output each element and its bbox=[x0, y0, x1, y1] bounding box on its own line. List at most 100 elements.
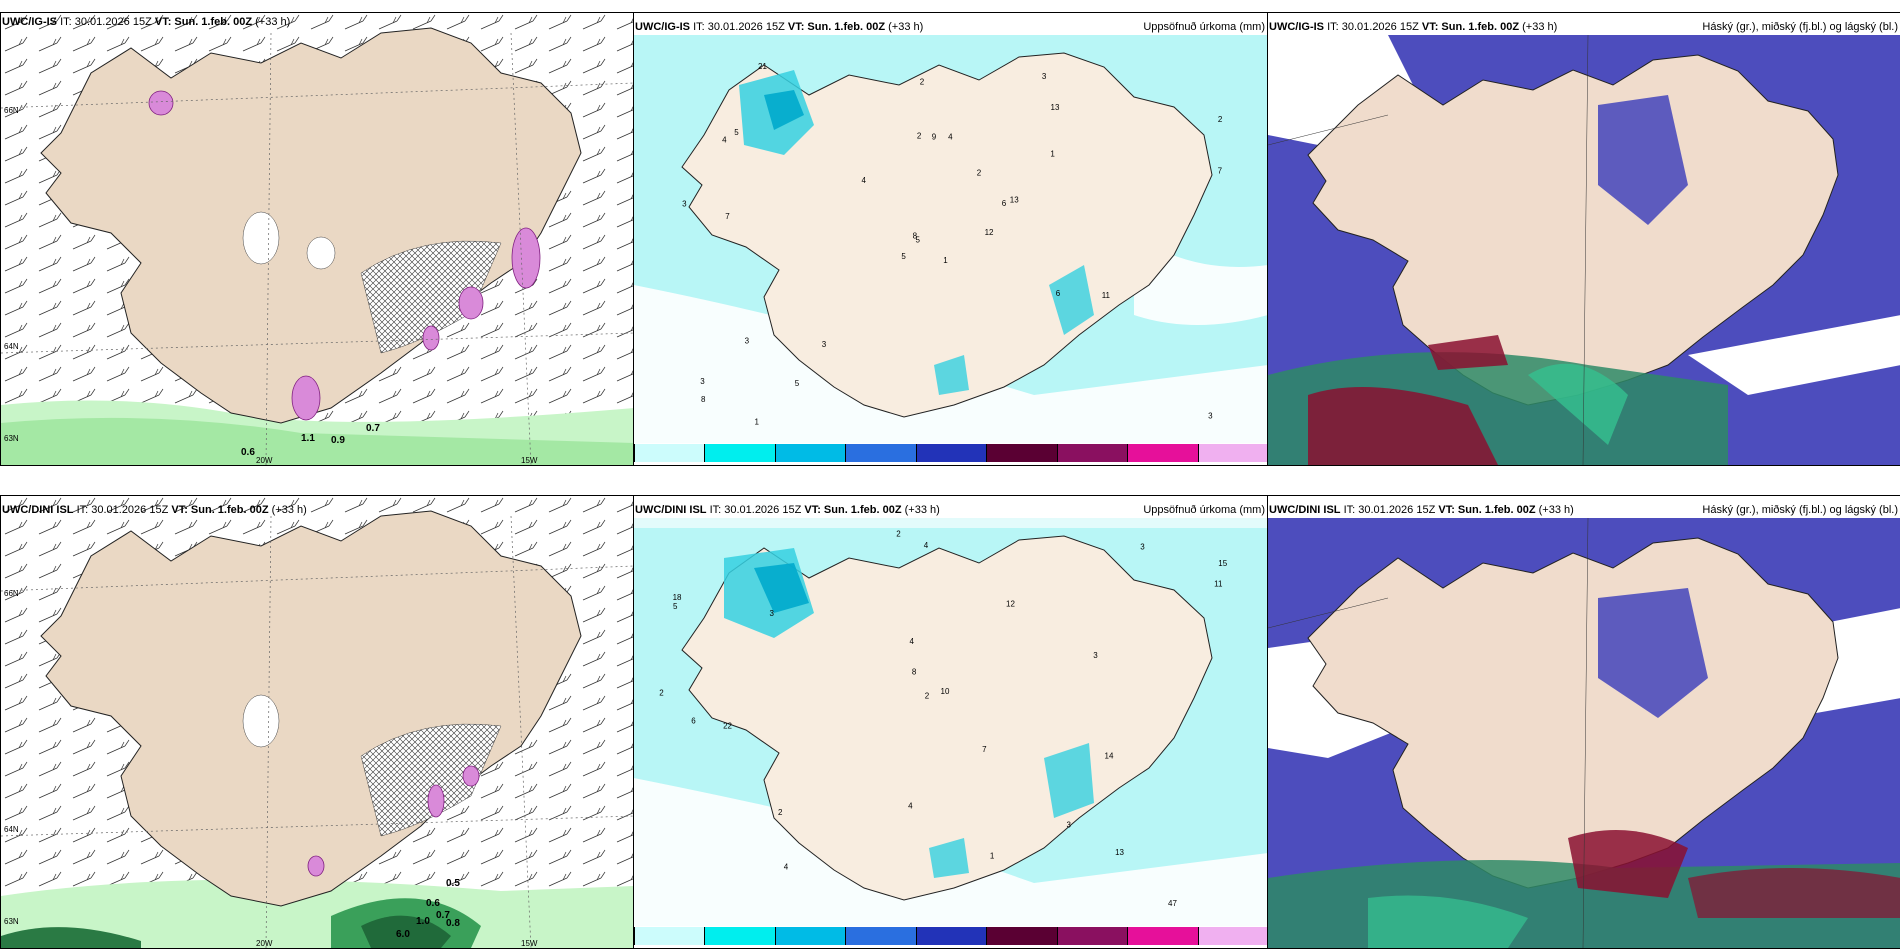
colorbar-label: 10 bbox=[706, 465, 716, 466]
precip-amount-label: 8 bbox=[913, 231, 918, 240]
wind-value-label: 0.6 bbox=[426, 898, 440, 909]
cloud-title: Háský (gr.), miðský (fj.bl.) og lágský (… bbox=[1702, 21, 1898, 33]
precip-amount-label: 2 bbox=[977, 169, 982, 178]
colorbar-label: 100 bbox=[988, 948, 1003, 949]
iceland-outline bbox=[681, 52, 1213, 418]
colorbar-label: 50 bbox=[847, 948, 857, 949]
colorbar-label: 200 bbox=[1129, 948, 1144, 949]
colorbar-swatch bbox=[1056, 927, 1128, 945]
init-time: IT: 30.01.2026 15Z bbox=[60, 16, 152, 28]
colorbar-label: 50 bbox=[847, 465, 857, 466]
precip-amount-label: 1 bbox=[943, 256, 948, 265]
precip-amount-label: 5 bbox=[673, 602, 678, 611]
colorbar-label: 400 bbox=[1200, 465, 1215, 466]
wind-value-label: 0.7 bbox=[366, 423, 380, 434]
colorbar-swatch bbox=[1056, 444, 1128, 462]
lon-label: 15W bbox=[521, 939, 538, 948]
precip-amount-label: 2 bbox=[1218, 115, 1223, 124]
valid-time: VT: Sun. 1.feb. 00Z bbox=[171, 504, 269, 516]
iceland-outline bbox=[1307, 54, 1839, 406]
model-name: UWC/DINI ISL bbox=[2, 504, 74, 516]
colorbar-label: 200 bbox=[1129, 465, 1144, 466]
colorbar-label: 150 bbox=[1059, 465, 1074, 466]
colorbar-swatch bbox=[774, 444, 846, 462]
precip-amount-label: 4 bbox=[908, 802, 913, 811]
cloud-panel-row2: UWC/DINI ISL IT: 30.01.2026 15Z VT: Sun.… bbox=[1267, 495, 1900, 949]
init-time: IT: 30.01.2026 15Z bbox=[709, 504, 802, 516]
init-time: IT: 30.01.2026 15Z bbox=[1343, 504, 1436, 516]
precip-title: Uppsöfnuð úrkoma (mm) bbox=[1143, 21, 1265, 33]
wind-value-label: 0.9 bbox=[331, 435, 345, 446]
precip-amount-label: 6 bbox=[1056, 289, 1061, 298]
precip-amount-label: 3 bbox=[1067, 820, 1072, 829]
precip-amount-label: 18 bbox=[673, 593, 682, 602]
lat-label: 64N bbox=[4, 825, 19, 834]
lat-label: 64N bbox=[4, 342, 19, 351]
precip-amount-label: 4 bbox=[948, 132, 953, 141]
colorbar-label: 400 bbox=[1200, 948, 1215, 949]
precip-amount-label: 4 bbox=[910, 637, 915, 646]
colorbar-label: 75 bbox=[918, 948, 928, 949]
colorbar-swatch bbox=[915, 927, 987, 945]
precip-amount-label: 11 bbox=[1102, 291, 1111, 300]
wind-map: 0.5 0.6 0.7 1.0 0.8 6.0 66N 64N 63N 20W … bbox=[1, 496, 634, 948]
wind-panel-header: UWC/DINI ISL IT: 30.01.2026 15Z VT: Sun.… bbox=[2, 502, 631, 518]
model-name: UWC/IG-IS bbox=[1269, 21, 1324, 33]
colorbar-swatch bbox=[1197, 927, 1268, 945]
wind-value-label: 1.1 bbox=[301, 433, 315, 444]
precip-amount-label: 10 bbox=[941, 687, 950, 696]
valid-time: VT: Sun. 1.feb. 00Z bbox=[804, 504, 902, 516]
colorbar-swatch bbox=[845, 927, 916, 945]
iceland-outline bbox=[40, 510, 582, 907]
init-time: IT: 30.01.2026 15Z bbox=[693, 21, 785, 33]
wind-value-label: 0.6 bbox=[241, 447, 255, 458]
valid-time: VT: Sun. 1.feb. 00Z bbox=[154, 16, 253, 28]
iceland-outline bbox=[1307, 537, 1839, 889]
valid-time: VT: Sun. 1.feb. 00Z bbox=[787, 21, 886, 33]
colorbar-label: 100 bbox=[988, 465, 1003, 466]
lead-time: (+33 h) bbox=[1538, 504, 1574, 516]
precip-amount-label: 2 bbox=[917, 131, 922, 140]
colorbar-label: 1 bbox=[636, 465, 641, 466]
lead-time: (+33 h) bbox=[255, 16, 291, 28]
wind-panel-row1: UWC/IG-IS IT: 30.01.2026 15Z VT: Sun. 1.… bbox=[0, 12, 635, 466]
lon-label: 20W bbox=[256, 939, 273, 948]
cloud-map bbox=[1268, 518, 1900, 948]
lead-time: (+33 h) bbox=[888, 21, 924, 33]
lon-label: 20W bbox=[256, 456, 273, 465]
precip-amount-label: 12 bbox=[1006, 600, 1015, 609]
wind-panel-row2: UWC/DINI ISL IT: 30.01.2026 15Z VT: Sun.… bbox=[0, 495, 635, 949]
precip-amount-label: 3 bbox=[770, 609, 775, 618]
precip-amount-label: 6 bbox=[1002, 199, 1007, 208]
lat-label: 66N bbox=[4, 106, 19, 115]
colorbar-swatch bbox=[704, 444, 775, 462]
precip-amount-label: 8 bbox=[912, 667, 917, 676]
precip-amount-label: 2 bbox=[925, 692, 930, 701]
model-name: UWC/IG-IS bbox=[2, 16, 57, 28]
colorbar-swatch bbox=[1127, 927, 1198, 945]
colorbar-label: 150 bbox=[1059, 948, 1074, 949]
precip-amount-label: 4 bbox=[862, 176, 867, 185]
model-name: UWC/DINI ISL bbox=[1269, 504, 1341, 516]
precip-amount-label: 3 bbox=[700, 377, 705, 386]
precip-amount-label: 21 bbox=[758, 62, 767, 71]
cloud-panel-row1: UWC/IG-IS IT: 30.01.2026 15Z VT: Sun. 1.… bbox=[1267, 12, 1900, 466]
precip-amount-label: 9 bbox=[932, 133, 937, 142]
cloud-map bbox=[1268, 35, 1900, 465]
precip-amount-label: 4 bbox=[924, 541, 929, 550]
lead-time: (+33 h) bbox=[271, 504, 307, 516]
precip-amount-label: 1 bbox=[1050, 150, 1055, 159]
precip-title: Uppsöfnuð úrkoma (mm) bbox=[1143, 504, 1265, 516]
colorbar-label: 10 bbox=[706, 948, 716, 949]
colorbar-swatch bbox=[915, 444, 987, 462]
precip-amount-label: 2 bbox=[778, 808, 783, 817]
precip-amount-label: 4 bbox=[784, 863, 789, 872]
precip-amount-label: 2 bbox=[659, 689, 664, 698]
precip-amount-label: 5 bbox=[734, 128, 739, 137]
colorbar-swatch bbox=[986, 444, 1057, 462]
lat-label: 66N bbox=[4, 589, 19, 598]
colorbar-swatch bbox=[634, 444, 705, 462]
precip-amount-label: 3 bbox=[1208, 412, 1213, 421]
precip-amount-label: 1 bbox=[990, 852, 995, 861]
wind-value-label: 1.0 bbox=[416, 916, 430, 927]
